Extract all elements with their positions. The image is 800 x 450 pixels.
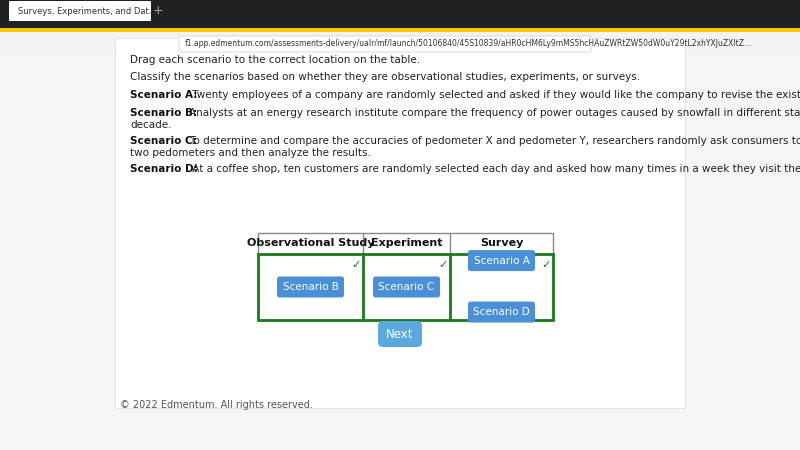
Text: Scenario D:: Scenario D: bbox=[130, 164, 198, 174]
Bar bbox=[258, 254, 553, 320]
Text: decade.: decade. bbox=[130, 120, 171, 130]
Text: ✓: ✓ bbox=[542, 260, 550, 270]
Text: Survey: Survey bbox=[480, 238, 523, 248]
Text: +: + bbox=[153, 4, 163, 18]
Text: Experiment: Experiment bbox=[370, 238, 442, 248]
Text: two pedometers and then analyze the results.: two pedometers and then analyze the resu… bbox=[130, 148, 371, 158]
Text: ✓: ✓ bbox=[438, 260, 448, 270]
Text: Scenario B: Scenario B bbox=[282, 282, 338, 292]
Text: Scenario C: Scenario C bbox=[378, 282, 434, 292]
Text: At a coffee shop, ten customers are randomly selected each day and asked how man: At a coffee shop, ten customers are rand… bbox=[189, 164, 800, 174]
FancyBboxPatch shape bbox=[468, 250, 535, 271]
Text: Scenario C:: Scenario C: bbox=[130, 136, 197, 146]
Text: Scenario A:: Scenario A: bbox=[130, 90, 198, 100]
Text: To determine and compare the accuracies of pedometer X and pedometer Y, research: To determine and compare the accuracies … bbox=[189, 136, 800, 146]
FancyBboxPatch shape bbox=[277, 276, 344, 297]
Bar bbox=[258, 233, 553, 320]
Text: Twenty employees of a company are randomly selected and asked if they would like: Twenty employees of a company are random… bbox=[189, 90, 800, 100]
FancyBboxPatch shape bbox=[468, 302, 535, 323]
Text: © 2022 Edmentum. All rights reserved.: © 2022 Edmentum. All rights reserved. bbox=[120, 400, 313, 410]
Bar bbox=[0, 0, 800, 28]
Bar bbox=[0, 28, 800, 32]
Text: Observational Study: Observational Study bbox=[246, 238, 374, 248]
Text: Scenario B:: Scenario B: bbox=[130, 108, 197, 118]
FancyBboxPatch shape bbox=[9, 1, 151, 21]
Text: Next: Next bbox=[386, 328, 414, 341]
Text: Classify the scenarios based on whether they are observational studies, experime: Classify the scenarios based on whether … bbox=[130, 72, 640, 82]
Text: ✓: ✓ bbox=[351, 260, 361, 270]
Text: f1.app.edmentum.com/assessments-delivery/uaIr/mf/launch/50106840/45S10839/aHR0cH: f1.app.edmentum.com/assessments-delivery… bbox=[185, 40, 752, 49]
Bar bbox=[0, 32, 800, 55]
Text: Scenario D: Scenario D bbox=[473, 307, 530, 317]
Bar bbox=[115, 38, 685, 408]
FancyBboxPatch shape bbox=[179, 36, 591, 52]
Text: Surveys, Experiments, and Dat…: Surveys, Experiments, and Dat… bbox=[18, 6, 158, 15]
FancyBboxPatch shape bbox=[373, 276, 440, 297]
Text: Analysts at an energy research institute compare the frequency of power outages : Analysts at an energy research institute… bbox=[189, 108, 800, 118]
FancyBboxPatch shape bbox=[378, 321, 422, 347]
Text: Scenario A: Scenario A bbox=[474, 256, 530, 266]
Text: Drag each scenario to the correct location on the table.: Drag each scenario to the correct locati… bbox=[130, 55, 420, 65]
